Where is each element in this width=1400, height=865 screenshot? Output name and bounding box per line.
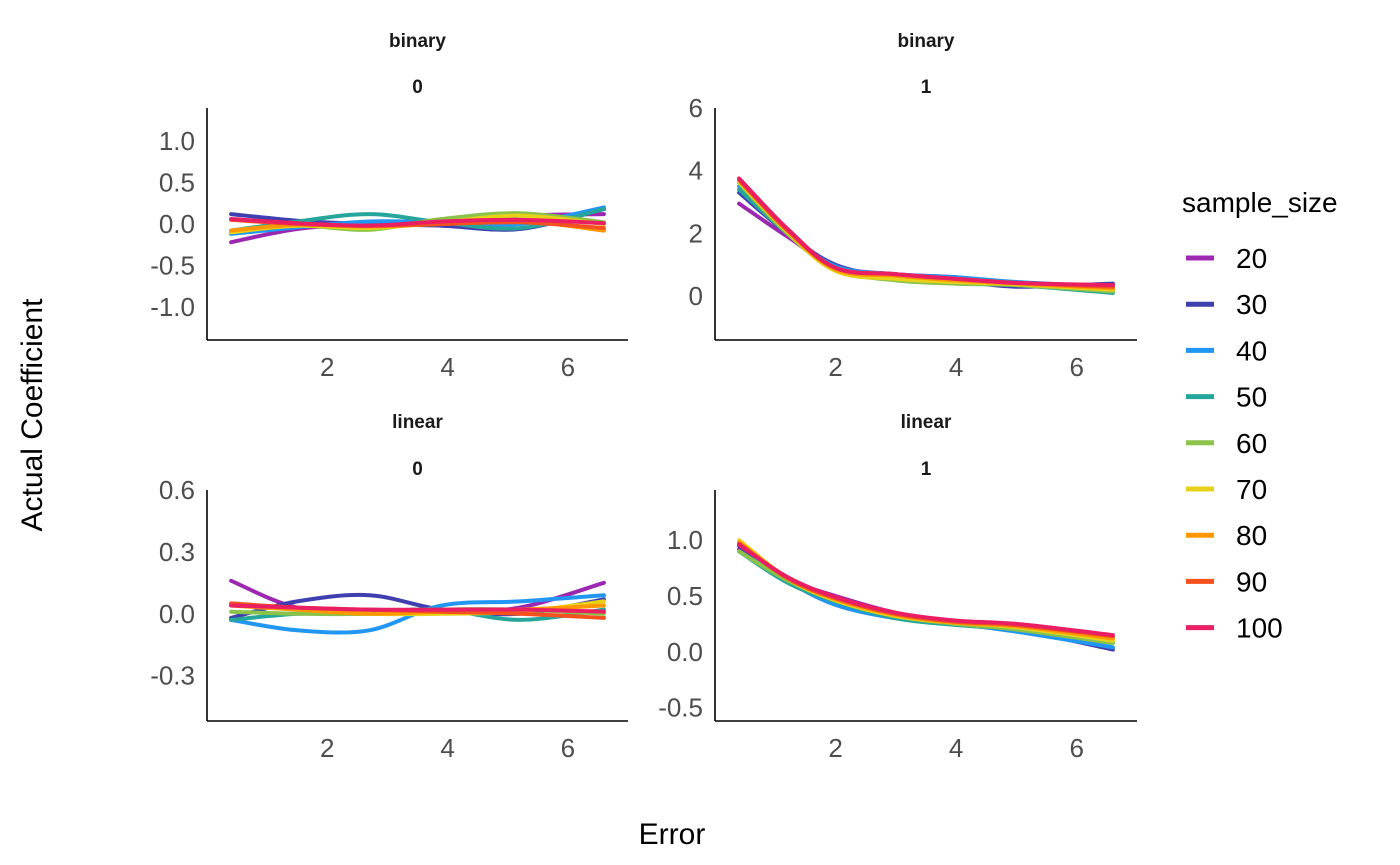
legend-item-50: 50 <box>1186 382 1267 413</box>
legend-label: 40 <box>1236 335 1267 366</box>
legend-item-90: 90 <box>1186 566 1267 597</box>
strip-label-level: 0 <box>412 77 423 98</box>
y-tick-label: 4 <box>689 156 703 186</box>
x-tick-label: 2 <box>320 733 334 763</box>
series-line-20 <box>737 201 1115 288</box>
legend-label: 100 <box>1236 613 1283 644</box>
y-tick-label: -0.3 <box>150 661 195 691</box>
panel-linear-1: linear 1 1.0 0.5 0.0 -0.5 2 4 6 <box>658 412 1137 763</box>
strip-label-level: 1 <box>921 77 932 98</box>
y-tick-label: 0.6 <box>159 475 195 505</box>
legend-title: sample_size <box>1182 187 1338 218</box>
x-tick-label: 4 <box>440 352 454 382</box>
x-tick-label: 4 <box>949 352 963 382</box>
y-tick-label: 1.0 <box>159 126 195 156</box>
strip-label-type: binary <box>897 31 954 52</box>
x-tick-label: 4 <box>949 733 963 763</box>
y-tick-label: 0.3 <box>159 537 195 567</box>
x-tick-label: 2 <box>320 352 334 382</box>
y-tick-label: 0.0 <box>159 599 195 629</box>
x-tick-label: 2 <box>828 733 842 763</box>
legend-item-70: 70 <box>1186 474 1267 505</box>
legend-item-20: 20 <box>1186 243 1267 274</box>
legend-item-60: 60 <box>1186 428 1267 459</box>
panel-linear-0: linear 0 0.6 0.3 0.0 -0.3 2 4 6 <box>150 412 628 763</box>
panel-binary-0: binary 0 1.0 0.5 0.0 -0.5 -1.0 2 4 6 <box>150 31 628 382</box>
panel-binary-1: binary 1 6 4 2 0 2 4 6 <box>689 31 1137 382</box>
series-line-40 <box>229 593 606 635</box>
series-line-100 <box>737 176 1115 288</box>
strip-label-level: 0 <box>412 459 423 480</box>
legend-label: 30 <box>1236 289 1267 320</box>
legend-item-100: 100 <box>1186 613 1283 644</box>
legend-item-40: 40 <box>1186 335 1267 366</box>
strip-label-level: 1 <box>921 459 932 480</box>
legend-label: 90 <box>1236 566 1267 597</box>
x-tick-label: 6 <box>1069 733 1083 763</box>
strip-label-type: binary <box>389 31 446 52</box>
series-line-100 <box>229 603 606 614</box>
legend-item-80: 80 <box>1186 520 1267 551</box>
legend-label: 80 <box>1236 520 1267 551</box>
y-tick-label: 0 <box>689 281 703 311</box>
x-axis-title: Error <box>639 818 706 851</box>
strip-label-type: linear <box>392 412 443 433</box>
legend-item-30: 30 <box>1186 289 1267 320</box>
series-lines <box>737 538 1115 652</box>
x-tick-label: 6 <box>561 733 575 763</box>
series-line-100 <box>229 217 606 228</box>
y-tick-label: -0.5 <box>150 250 195 280</box>
y-axis-title: Actual Coefficient <box>16 298 49 532</box>
x-tick-label: 4 <box>440 733 454 763</box>
legend-label: 70 <box>1236 474 1267 505</box>
strip-label-type: linear <box>901 412 952 433</box>
y-tick-label: 0.5 <box>667 581 703 611</box>
legend-label: 50 <box>1236 382 1267 413</box>
y-tick-label: 6 <box>689 93 703 123</box>
y-tick-label: 2 <box>689 218 703 248</box>
series-line-70 <box>737 538 1115 643</box>
legend-label: 60 <box>1236 428 1267 459</box>
y-tick-label: -1.0 <box>150 292 195 322</box>
series-lines <box>737 176 1115 295</box>
series-lines <box>229 205 606 245</box>
y-tick-label: 1.0 <box>667 525 703 555</box>
y-tick-label: -0.5 <box>658 693 703 723</box>
series-line-20 <box>737 547 1115 641</box>
x-tick-label: 6 <box>561 352 575 382</box>
x-tick-label: 6 <box>1069 352 1083 382</box>
x-tick-label: 2 <box>828 352 842 382</box>
series-line-90 <box>737 178 1115 289</box>
series-line-100 <box>737 542 1115 638</box>
y-tick-label: 0.0 <box>667 637 703 667</box>
y-tick-label: 0.5 <box>159 168 195 198</box>
series-lines <box>229 578 606 635</box>
y-tick-label: 0.0 <box>159 209 195 239</box>
legend-label: 20 <box>1236 243 1267 274</box>
